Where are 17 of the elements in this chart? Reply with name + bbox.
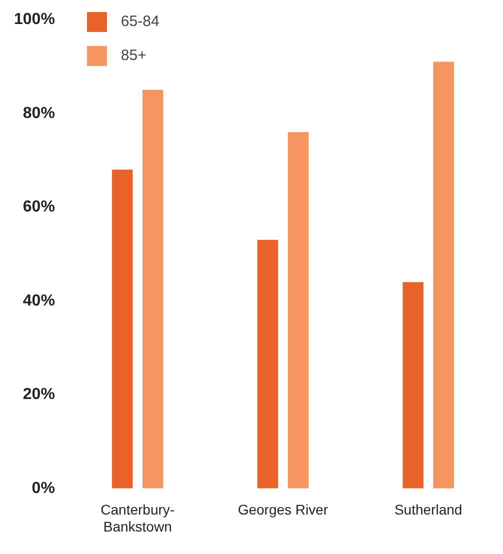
legend-label: 85+: [120, 47, 146, 64]
bar: [257, 240, 278, 488]
y-tick-label: 20%: [22, 386, 55, 404]
y-tick-label: 60%: [22, 198, 55, 216]
y-tick-label: 100%: [14, 11, 55, 28]
y-tick-label: 80%: [22, 104, 55, 122]
bar: [112, 170, 133, 488]
bar: [433, 62, 454, 488]
legend-label: 65-84: [120, 13, 160, 30]
bar: [288, 132, 309, 488]
bar: [402, 282, 424, 488]
x-tick-label: Sutherland: [394, 502, 462, 518]
bar: [142, 90, 164, 488]
y-tick-label: 40%: [22, 292, 55, 310]
x-tick-label: Georges River: [238, 502, 328, 518]
y-tick-label: 0%: [32, 480, 55, 497]
x-tick-label: Canterbury-Bankstown: [100, 502, 175, 534]
